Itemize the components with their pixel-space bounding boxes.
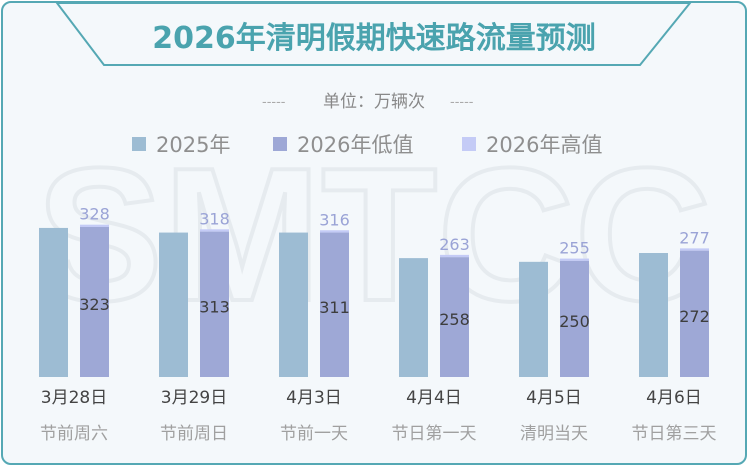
sub-category-label: 节前周六 [40,424,108,444]
sub-category-label: 节日第一天 [392,424,477,444]
low-value-label: 313 [199,297,230,316]
bar-2026-high [320,230,349,233]
bar-2025 [639,253,668,377]
bar-2025 [39,227,68,377]
unit-label: 单位：万辆次 [323,92,425,112]
unit-dash-left: ----- [262,95,286,110]
high-value-label: 328 [79,205,110,224]
high-value-label: 318 [199,209,230,228]
bar-2026-high [560,258,589,261]
bar-2026-low [200,231,229,377]
bar-2025 [159,232,188,377]
category-label: 3月28日 [41,388,107,408]
bar-2026-low [440,257,469,377]
bar-2025 [279,232,308,377]
bar-2026-high [80,224,109,227]
bar-2026-high [440,254,469,258]
sub-category-label: 清明当天 [520,424,588,444]
low-value-label: 272 [679,307,710,326]
category-label: 4月4日 [406,388,462,408]
high-value-label: 263 [439,235,470,254]
bar-2026-low [320,232,349,377]
high-value-label: 277 [679,228,710,247]
sub-category-label: 节前周日 [160,424,228,444]
sub-category-label: 节前一天 [280,424,348,444]
legend-label: 2025年 [156,133,230,157]
bar-2025 [399,258,428,377]
legend-label: 2026年低值 [297,133,413,157]
high-value-label: 255 [559,239,590,258]
low-value-label: 323 [79,295,110,314]
category-label: 4月5日 [526,388,582,408]
category-label: 4月6日 [646,388,702,408]
bar-2025 [519,261,548,377]
low-value-label: 258 [439,310,470,329]
category-label: 4月3日 [286,388,342,408]
bar-2026-high [200,229,229,232]
bar-2026-low [680,250,709,377]
title-banner [54,1,693,66]
low-value-label: 311 [319,298,350,317]
low-value-label: 250 [559,312,590,331]
high-value-label: 316 [319,210,350,229]
watermark: SMTCC [36,129,711,341]
category-label: 3月29日 [161,388,227,408]
bar-2026-low [560,260,589,377]
legend: 2025年 2026年低值 2026年高值 [132,133,602,157]
bar-2026-low [80,227,109,377]
bar-2026-high [680,248,709,251]
legend-label: 2026年高值 [486,133,602,157]
sub-category-label: 节日第三天 [632,424,717,444]
legend-swatch [273,137,287,151]
legend-swatch [132,137,146,151]
legend-swatch [462,137,476,151]
unit-dash-right: ----- [450,95,474,110]
chart-title: 2026年清明假期快速路流量预测 [152,21,596,56]
